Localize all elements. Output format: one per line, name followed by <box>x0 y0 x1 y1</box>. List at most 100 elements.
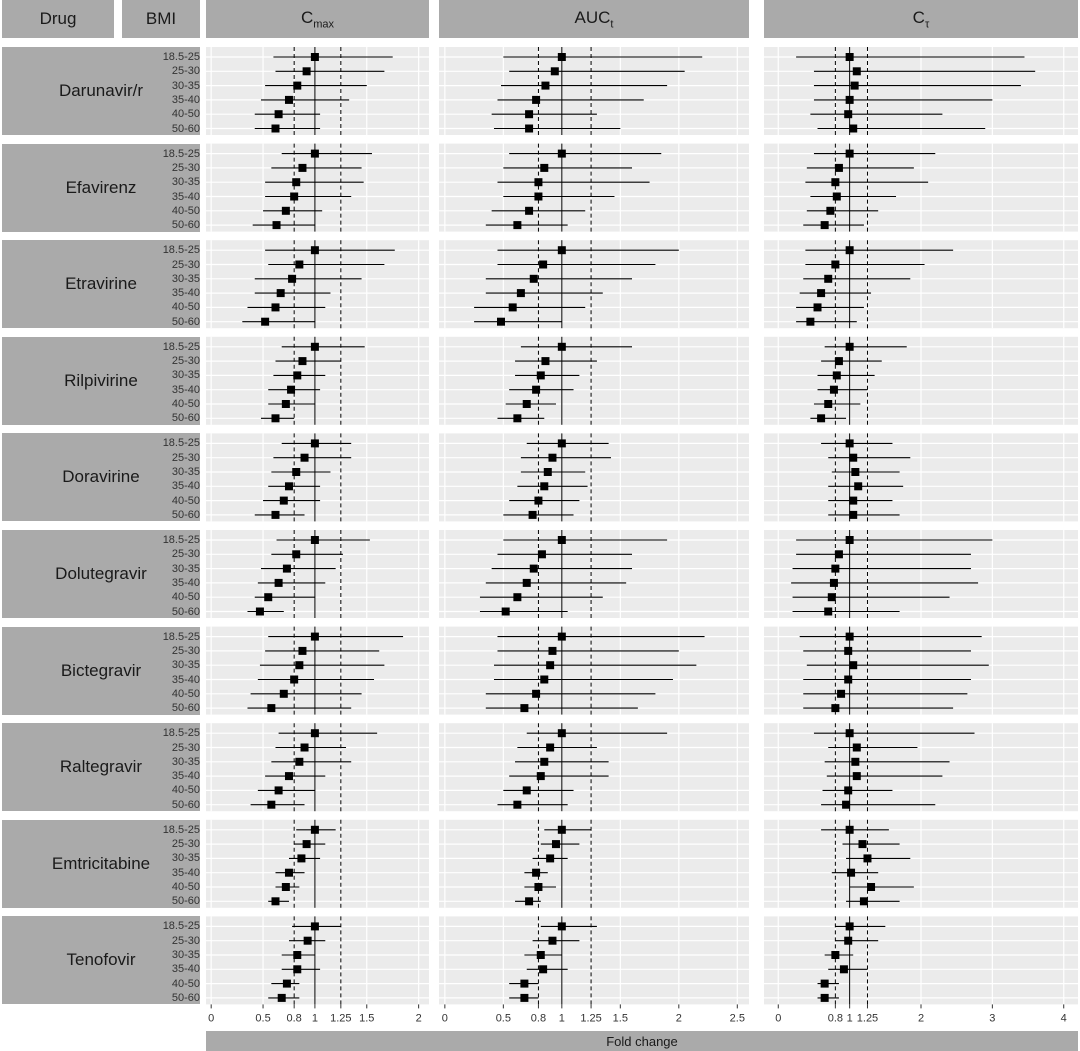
bmi-tick-label: 30-35 <box>171 176 200 189</box>
point-estimate <box>845 439 854 448</box>
x-tick-label: 1.5 <box>613 1012 628 1024</box>
panel-background <box>206 916 429 1005</box>
bmi-tick-label: 18.5-25 <box>162 244 200 257</box>
point-estimate <box>845 342 854 351</box>
point-estimate <box>539 260 548 269</box>
bmi-tick-label: 18.5-25 <box>162 51 200 63</box>
bmi-tick-label: 30-35 <box>171 272 200 285</box>
point-estimate <box>525 897 534 906</box>
x-tick-label: 2 <box>416 1012 422 1024</box>
drug-strip-etravirine: Etravirine <box>2 240 200 329</box>
point-estimate <box>513 800 522 809</box>
point-estimate <box>546 743 555 752</box>
point-estimate <box>310 53 319 61</box>
drug-strip-darunavir-r: Darunavir/r <box>2 47 200 135</box>
panel-background <box>206 433 429 522</box>
bmi-tick-label: 50-60 <box>171 508 200 521</box>
x-tick-label: 0.8 <box>828 1012 843 1024</box>
point-estimate <box>520 704 529 713</box>
panel-background <box>206 336 429 425</box>
point-estimate <box>532 95 541 104</box>
point-estimate <box>310 536 319 544</box>
point-estimate <box>826 206 835 215</box>
header-auc-label: AUCt <box>574 7 614 31</box>
point-estimate <box>274 578 283 587</box>
point-estimate <box>540 675 549 684</box>
panel-background <box>439 530 749 618</box>
bmi-tick-label: 35-40 <box>171 963 200 976</box>
point-estimate <box>302 67 311 76</box>
point-estimate <box>293 965 302 974</box>
point-estimate <box>541 357 550 366</box>
panel-background <box>439 143 749 232</box>
point-estimate <box>302 840 311 849</box>
point-estimate <box>292 468 301 476</box>
drug-label: Dolutegravir <box>55 564 147 583</box>
x-axis-title-label: Fold change <box>606 1033 678 1049</box>
drug-strip-tenofovir: Tenofovir <box>2 916 200 1005</box>
point-estimate <box>829 578 838 587</box>
point-estimate <box>863 854 872 863</box>
point-estimate <box>849 510 858 519</box>
bmi-tick-label: 35-40 <box>171 673 200 686</box>
point-estimate <box>525 110 534 119</box>
bmi-tick-label: 25-30 <box>171 161 200 174</box>
x-tick-label: 1 <box>312 1012 318 1024</box>
bmi-tick-label: 18.5-25 <box>162 340 200 353</box>
point-estimate <box>271 124 280 133</box>
x-tick-label: 1 <box>847 1012 853 1024</box>
point-estimate <box>844 675 853 684</box>
drug-label: Efavirenz <box>65 177 137 197</box>
point-estimate <box>267 704 276 713</box>
panel-tenofovir-auc <box>439 916 749 1005</box>
point-estimate <box>501 607 510 616</box>
panel-dolutegravir-ctau <box>764 530 1078 618</box>
header-bmi-label: BMI <box>145 9 177 28</box>
point-estimate <box>293 81 302 90</box>
x-axis-title: Fold change <box>206 1031 1078 1051</box>
point-estimate <box>844 110 853 119</box>
point-estimate <box>290 675 299 684</box>
point-estimate <box>288 274 297 283</box>
x-tick-label: 0.8 <box>287 1012 302 1024</box>
bmi-tick-label: 50-60 <box>171 895 200 908</box>
point-estimate <box>537 550 546 559</box>
panel-rilpivirine-cmax <box>206 336 429 425</box>
point-estimate <box>255 607 264 616</box>
point-estimate <box>539 965 548 974</box>
x-tick-label: 1.5 <box>359 1012 374 1024</box>
drug-strip-emtricitabine: Emtricitabine <box>2 819 200 908</box>
panel-tenofovir-ctau <box>764 916 1078 1005</box>
point-estimate <box>854 482 863 491</box>
point-estimate <box>516 289 525 298</box>
point-estimate <box>293 371 302 380</box>
point-estimate <box>845 825 854 834</box>
bmi-tick-label: 25-30 <box>171 741 200 754</box>
x-tick-label: 2.5 <box>730 1012 745 1024</box>
panel-background <box>439 819 749 908</box>
panel-etravirine-cmax <box>206 240 429 329</box>
point-estimate <box>293 951 302 959</box>
panel-background <box>206 143 429 232</box>
point-estimate <box>844 786 853 795</box>
panel-background <box>206 530 429 618</box>
point-estimate <box>824 607 833 616</box>
point-estimate <box>287 385 296 394</box>
point-estimate <box>845 632 854 641</box>
point-estimate <box>536 371 545 380</box>
point-estimate <box>557 53 566 61</box>
point-estimate <box>520 993 529 1002</box>
panel-dolutegravir-cmax <box>206 530 429 618</box>
point-estimate <box>557 825 566 834</box>
point-estimate <box>508 303 517 312</box>
header-cmax: Cmax <box>206 0 429 38</box>
bmi-tick-label: 30-35 <box>171 949 200 961</box>
bmi-tick-label: 18.5-25 <box>162 437 200 450</box>
bmi-tick-label: 50-60 <box>171 991 200 1004</box>
bmi-tick-label: 50-60 <box>171 219 200 232</box>
bmi-tick-label: 30-35 <box>171 659 200 672</box>
point-estimate <box>298 646 307 655</box>
point-estimate <box>844 646 853 655</box>
panel-dolutegravir-auc <box>439 530 749 618</box>
